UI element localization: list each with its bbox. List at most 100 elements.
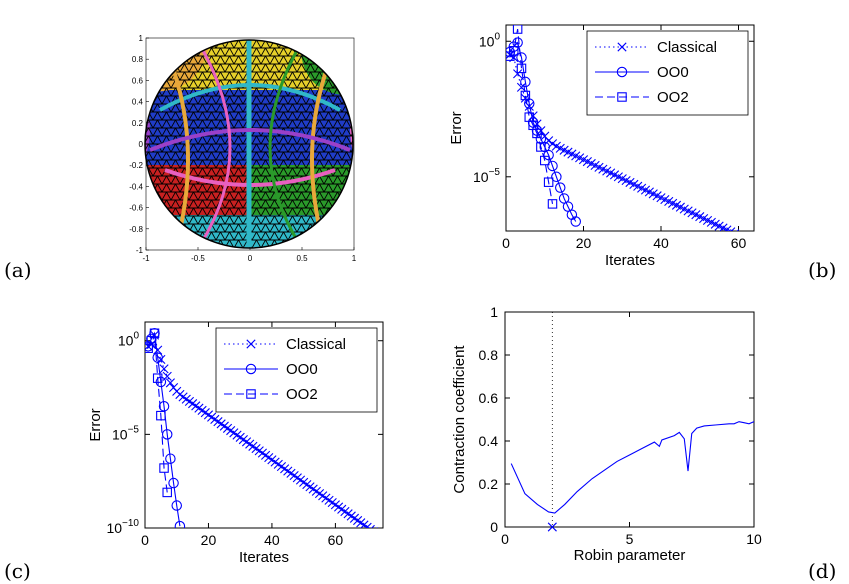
c-x-tick-label: 20 [201,532,217,548]
b-point-OO0 [554,182,566,193]
c-y-axis-label: Error [87,408,104,441]
panel-label-a: (a) [4,258,32,282]
b-x-tick-label: 20 [576,235,592,251]
d-y-tick-label: 1 [490,304,498,320]
b-legend-marker-OO2 [617,92,627,102]
c-point-Classical [372,530,380,538]
c-point-OO2 [146,335,157,346]
c-point-OO2 [149,328,160,338]
panel-a-y-tick-label: -0.2 [129,161,143,170]
b-y-axis-label: Error [448,111,465,144]
c-point-Classical [165,378,175,388]
panel-label-c: (c) [4,559,31,583]
b-legend-label-Classical: Classical [657,39,717,56]
panel-a-x-tick-label: 1 [352,254,357,263]
c-x-tick-label: 0 [141,532,149,548]
c-x-tick-label: 60 [328,532,344,548]
b-point-Classical [513,69,523,79]
panel-a-y-tick-label: 0.4 [132,98,144,107]
c-legend-label-Classical: Classical [286,336,346,353]
b-point-OO2 [520,90,531,101]
panel-d-contraction-plot: 0 5 10 0 0.2 0.4 0.6 0.8 1 Robin parameter Contrac… [451,304,762,564]
panel-a-y-ticks: 1 0.8 0.6 0.4 0.2 0 -0.2 -0.4 -0.6 -0.8 -1 [129,34,149,255]
d-x-tick-label: 0 [501,531,509,547]
c-point-OO2 [152,373,163,383]
c-legend-label-OO0: OO0 [286,361,318,378]
c-legend-box [215,327,378,413]
b-point-OO2 [516,63,527,74]
b-point-Classical [722,225,732,231]
b-series-area [506,25,754,245]
c-legend-marker-OO0 [245,363,257,375]
panel-b-error-plot: 0 20 40 60 100 10−5 Iterates Error Classical OO0 O… [448,24,755,269]
b-point-OO2 [543,177,554,187]
c-point-OO0 [161,429,173,440]
panel-a-y-tick-label: 0.2 [132,119,144,128]
panel-a-x-tick-label: 0.5 [296,254,308,263]
d-y-tick-label: 0 [490,519,498,535]
b-y-tick-label: 100 [479,31,501,49]
c-point-Classical [153,345,163,355]
d-y-tick-label: 0.6 [479,390,499,406]
c-point-Classical [362,522,372,528]
panel-c-error-plot: 0 20 40 60 100 10−5 10−10 Iterates Error Classica… [87,321,384,566]
c-point-OO2 [159,463,169,473]
d-x-axis-label: Robin parameter [574,547,686,564]
panel-a-y-tick-label: 0 [139,140,144,149]
c-point-Classical [376,532,384,540]
d-y-tick-label: 0.4 [479,433,499,449]
b-point-OO2 [536,142,546,152]
c-point-Classical [159,364,169,374]
panel-a-y-tick-label: -0.4 [129,182,143,191]
c-series-line-OO2 [147,333,168,493]
b-point-OO0 [516,52,527,63]
d-x-tick-label: 5 [626,531,634,547]
c-point-OO0 [171,500,182,511]
c-x-tick-label: 40 [264,532,280,548]
panel-a-y-tick-label: 0.6 [132,76,144,85]
b-point-OO0 [551,171,562,183]
panel-a-y-tick-label: -0.6 [129,204,143,213]
c-y-tick-label: 10−5 [112,424,139,442]
c-point-OO2 [162,487,172,498]
b-legend-box [586,30,749,116]
d-plot-frame [504,311,755,528]
b-legend-label-OO0: OO0 [657,64,689,81]
d-optimal-point-marker [547,522,557,532]
b-point-OO2 [508,45,519,56]
sphere-mesh-panel: -1 -0.5 0 0.5 1 1 0.8 0.6 0.4 0.2 0 -0.2 -0.4 -0.6 -0… [129,34,357,263]
c-point-OO0 [174,520,186,528]
b-x-axis-label: Iterates [605,252,655,269]
b-point-OO0 [570,216,581,227]
d-y-tick-label: 0.2 [479,476,499,492]
b-point-Classical [726,227,736,231]
b-point-Classical [730,229,740,231]
c-point-OO0 [152,352,163,363]
c-legend-label-OO2: OO2 [286,386,318,403]
panel-label-b: (b) [808,258,836,282]
d-y-tick-label: 0.8 [479,347,499,363]
b-x-tick-label: 40 [653,235,669,251]
b-x-tick-label: 60 [731,235,747,251]
c-point-Classical [368,527,379,528]
sphere-surface [145,40,353,248]
panel-a-y-tick-label: -1 [136,246,144,255]
b-point-Classical [746,237,754,245]
panel-label-d: (d) [808,559,836,583]
c-x-axis-label: Iterates [239,549,289,566]
c-series-area [145,327,384,540]
panel-a-x-ticks: -1 -0.5 0 0.5 1 [142,247,357,263]
panel-a-x-tick-label: 0 [248,254,253,263]
b-point-OO2 [547,199,558,209]
b-point-OO2 [532,128,542,139]
panel-a-x-tick-label: -1 [142,254,150,263]
b-y-tick-label: 10−5 [473,167,500,185]
c-point-OO2 [145,343,153,353]
panel-a-y-tick-label: 1 [139,34,144,43]
b-legend-marker-OO0 [616,66,628,78]
c-point-OO0 [165,453,176,464]
b-legend-marker-Classical [617,42,627,52]
d-y-axis-label: Contraction coefficient [451,345,468,494]
panel-a-y-tick-label: 0.8 [132,55,144,64]
